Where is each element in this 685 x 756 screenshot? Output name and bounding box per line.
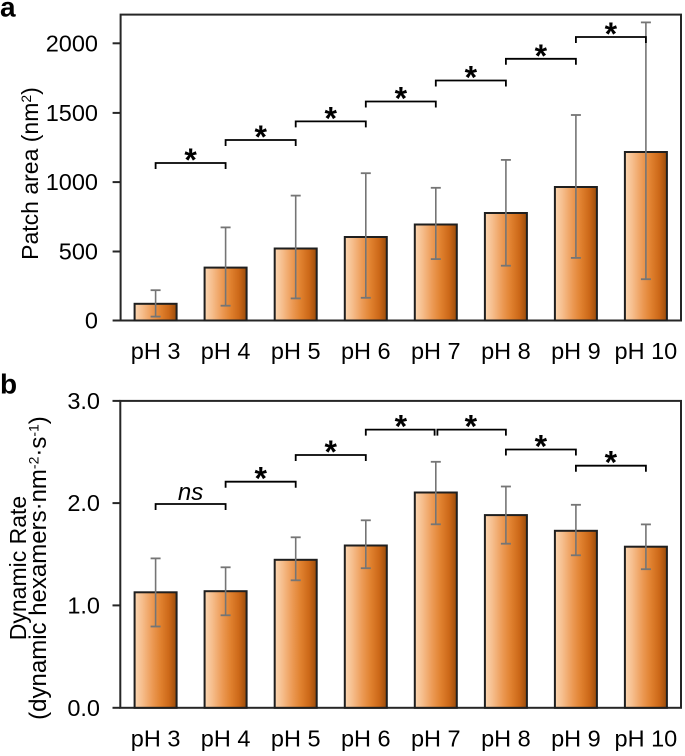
svg-text:pH 6: pH 6 bbox=[341, 726, 391, 752]
svg-text:pH 5: pH 5 bbox=[271, 726, 321, 752]
svg-text:pH 5: pH 5 bbox=[271, 338, 321, 364]
svg-text:pH 10: pH 10 bbox=[615, 726, 678, 752]
svg-text:b: b bbox=[0, 369, 17, 400]
svg-text:*: * bbox=[395, 81, 408, 117]
svg-text:ns: ns bbox=[178, 479, 203, 506]
svg-text:pH 4: pH 4 bbox=[201, 338, 251, 364]
svg-text:pH 7: pH 7 bbox=[411, 726, 461, 752]
svg-text:0.0: 0.0 bbox=[67, 695, 100, 721]
svg-text:*: * bbox=[535, 38, 548, 74]
svg-text:3.0: 3.0 bbox=[67, 388, 100, 414]
svg-text:pH 8: pH 8 bbox=[481, 338, 531, 364]
svg-text:pH 8: pH 8 bbox=[481, 726, 531, 752]
svg-text:a: a bbox=[0, 0, 16, 23]
svg-text:*: * bbox=[465, 60, 478, 96]
svg-text:*: * bbox=[465, 409, 478, 445]
svg-text:1000: 1000 bbox=[46, 169, 98, 195]
svg-text:*: * bbox=[324, 100, 337, 136]
svg-text:pH 3: pH 3 bbox=[131, 726, 181, 752]
svg-text:*: * bbox=[605, 445, 618, 481]
svg-text:500: 500 bbox=[59, 239, 98, 265]
svg-text:pH 9: pH 9 bbox=[551, 338, 601, 364]
svg-text:*: * bbox=[605, 16, 618, 52]
svg-text:Patch area (nm2): Patch area (nm2) bbox=[17, 87, 43, 260]
svg-text:pH 4: pH 4 bbox=[201, 726, 251, 752]
svg-text:pH 3: pH 3 bbox=[131, 338, 181, 364]
svg-text:pH 9: pH 9 bbox=[551, 726, 601, 752]
svg-text:1.0: 1.0 bbox=[67, 592, 100, 618]
svg-text:*: * bbox=[254, 461, 267, 497]
svg-text:*: * bbox=[254, 119, 267, 155]
svg-text:2.0: 2.0 bbox=[67, 490, 100, 516]
svg-text:*: * bbox=[324, 434, 337, 470]
svg-text:1500: 1500 bbox=[46, 100, 98, 126]
svg-text:*: * bbox=[395, 409, 408, 445]
svg-text:2000: 2000 bbox=[46, 30, 98, 56]
svg-text:Dynamic Rate: Dynamic Rate bbox=[5, 496, 31, 640]
svg-text:*: * bbox=[184, 142, 197, 178]
svg-text:pH 6: pH 6 bbox=[341, 338, 391, 364]
svg-text:0: 0 bbox=[85, 308, 98, 334]
svg-text:pH 10: pH 10 bbox=[615, 338, 678, 364]
svg-text:*: * bbox=[535, 429, 548, 465]
svg-text:pH 7: pH 7 bbox=[411, 338, 461, 364]
